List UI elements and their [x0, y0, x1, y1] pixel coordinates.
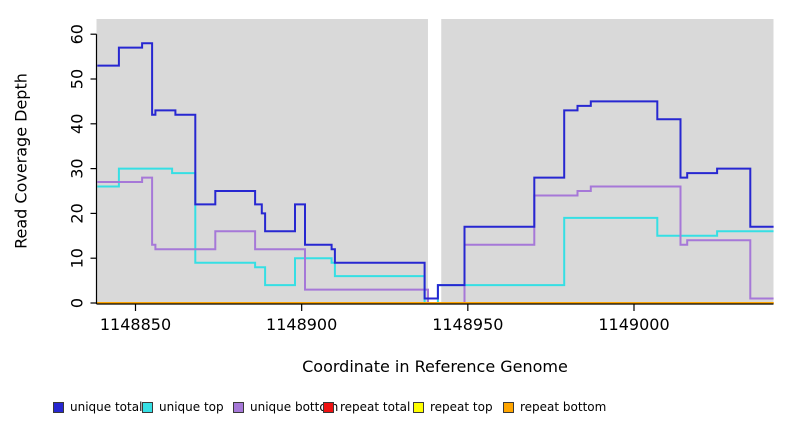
x-tick-label: 1148850: [100, 315, 171, 334]
masked-region-band: [427, 19, 442, 304]
y-axis-title: Read Coverage Depth: [11, 73, 31, 249]
y-tick-label: 50: [68, 69, 87, 89]
series-unique-top-line: [97, 167, 774, 304]
x-tick-label: 1148900: [266, 315, 337, 334]
x-tick-label: 1149000: [598, 315, 669, 334]
series-unique-total-line: [97, 42, 774, 300]
y-tick-label: 40: [68, 114, 87, 134]
y-tick-label: 10: [68, 248, 87, 268]
y-tick-label: 30: [68, 158, 87, 178]
x-axis-title: Coordinate in Reference Genome: [302, 357, 568, 376]
x-tick-label: 1148950: [432, 315, 503, 334]
y-tick-label: 20: [68, 203, 87, 223]
y-tick-label: 60: [68, 24, 87, 44]
y-tick-label: 0: [68, 298, 87, 308]
